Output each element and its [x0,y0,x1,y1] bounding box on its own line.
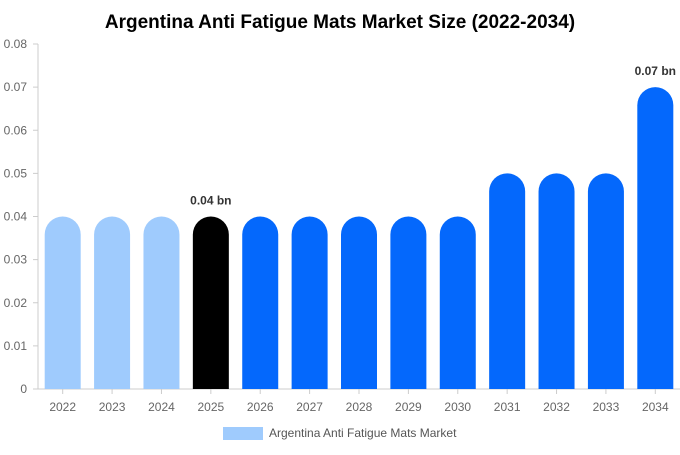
y-tick-label: 0.03 [4,253,28,267]
x-tick-label: 2026 [247,400,274,414]
y-tick-label: 0 [20,382,27,396]
x-tick-label: 2029 [395,400,422,414]
legend-swatch [223,427,263,440]
y-tick-label: 0.06 [4,123,28,137]
legend[interactable]: Argentina Anti Fatigue Mats Market [223,426,457,440]
legend-label: Argentina Anti Fatigue Mats Market [269,426,457,440]
data-label-2034: 0.07 bn [635,64,676,78]
bar-2022[interactable] [44,216,81,390]
x-tick-label: 2028 [346,400,373,414]
bar-2034[interactable] [637,87,674,389]
y-tick-label: 0.01 [4,339,28,353]
bar-2025[interactable] [192,216,229,390]
chart-title: Argentina Anti Fatigue Mats Market Size … [105,12,575,33]
x-tick-label: 2030 [444,400,471,414]
data-label-2025: 0.04 bn [190,194,231,208]
x-tick-label: 2027 [296,400,323,414]
bar-2027[interactable] [291,216,328,390]
x-tick-label: 2025 [197,400,224,414]
x-axis: 2022 2023 2024 2025 2026 2027 2028 2029 2030 2031… [38,388,680,414]
x-tick-label: 2034 [642,400,669,414]
data-labels-group: 0.04 bn 0.07 bn [190,64,676,207]
bar-2031[interactable] [489,173,526,389]
y-axis: 0 0.01 0.02 0.03 0.04 0.05 0.06 0.07 0.08 [4,37,39,396]
x-tick-label: 2024 [148,400,175,414]
y-tick-label: 0.05 [4,166,28,180]
bars-group [44,87,674,390]
bar-2030[interactable] [439,216,476,390]
y-tick-label: 0.04 [4,210,28,224]
bar-2032[interactable] [538,173,575,389]
x-tick-label: 2033 [593,400,620,414]
bar-2029[interactable] [390,216,427,390]
x-tick-label: 2031 [494,400,521,414]
bar-2026[interactable] [242,216,279,390]
bar-2024[interactable] [143,216,180,390]
y-tick-label: 0.02 [4,296,28,310]
x-tick-label: 2022 [49,400,76,414]
x-tick-label: 2023 [99,400,126,414]
x-tick-label: 2032 [543,400,570,414]
y-tick-label: 0.08 [4,37,28,51]
bar-2028[interactable] [341,216,377,390]
y-tick-label: 0.07 [4,80,28,94]
bar-2023[interactable] [94,216,131,390]
bar-2033[interactable] [587,173,624,389]
